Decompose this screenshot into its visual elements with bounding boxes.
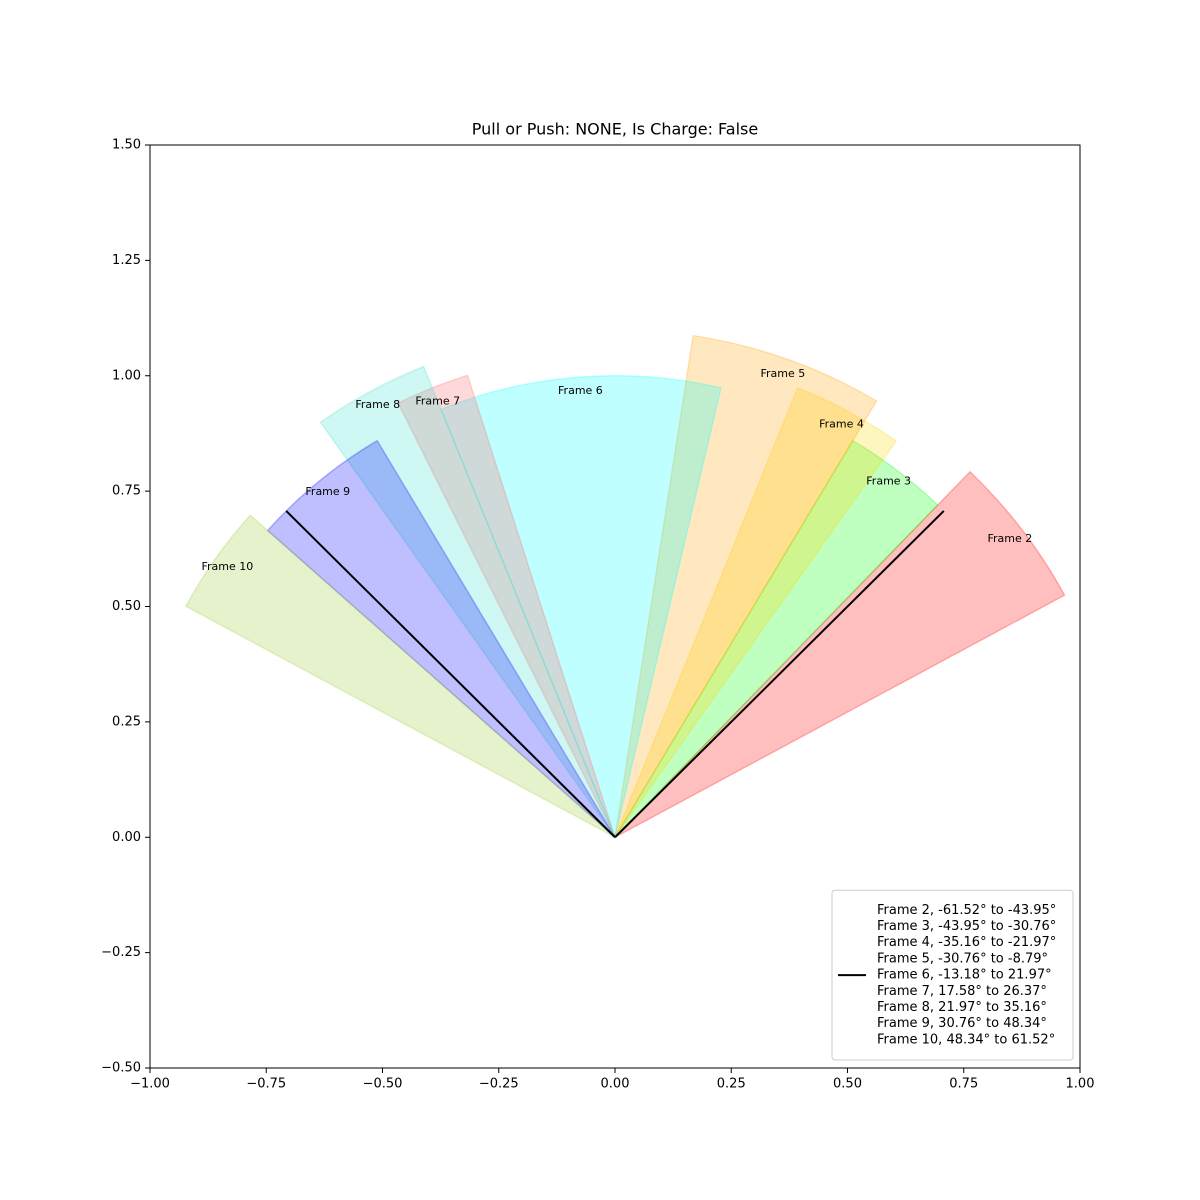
x-tick-label: 0.75 — [949, 1077, 978, 1092]
direction-line — [614, 510, 945, 838]
legend-label: Frame 4, -35.16° to -21.97° — [877, 935, 1056, 950]
legend-label: Frame 9, 30.76° to 48.34° — [877, 1016, 1047, 1031]
wedge-label: Frame 3 — [866, 474, 911, 487]
wedge-label: Frame 9 — [305, 485, 350, 498]
y-tick-label: 1.50 — [112, 138, 141, 153]
x-tick-label: −1.00 — [130, 1077, 170, 1092]
wedge — [440, 375, 722, 840]
legend-label: Frame 6, -13.18° to 21.97° — [877, 968, 1052, 983]
wedge — [614, 386, 898, 838]
wedge — [319, 365, 616, 838]
legend-label: Frame 3, -43.95° to -30.76° — [877, 919, 1056, 934]
x-tick-label: 0.00 — [601, 1077, 630, 1092]
y-tick-label: 0.25 — [112, 714, 141, 729]
wedge — [614, 334, 878, 838]
wedge-label: Frame 4 — [819, 417, 864, 430]
wedge — [614, 470, 1066, 838]
direction-line — [285, 510, 616, 838]
y-tick-label: −0.50 — [101, 1061, 141, 1076]
legend-label: Frame 10, 48.34° to 61.52° — [877, 1032, 1055, 1047]
y-tick-label: 0.75 — [112, 484, 141, 499]
legend-label: Frame 7, 17.58° to 26.37° — [877, 984, 1047, 999]
legend-box — [831, 889, 1074, 1061]
y-tick-label: −0.25 — [101, 945, 141, 960]
legend-label: Frame 5, -30.76° to -8.79° — [877, 951, 1048, 966]
legend-label: Frame 2, -61.52° to -43.95° — [877, 903, 1056, 918]
y-tick-label: 1.00 — [112, 368, 141, 383]
wedge — [397, 374, 616, 838]
wedge — [184, 514, 616, 838]
wedge-label: Frame 5 — [760, 367, 805, 380]
x-tick-label: 0.50 — [833, 1077, 862, 1092]
x-tick-label: −0.75 — [246, 1077, 286, 1092]
x-tick-label: −0.50 — [363, 1077, 403, 1092]
wedge-label: Frame 6 — [558, 384, 603, 397]
wedge — [614, 439, 939, 838]
wedge-label: Frame 2 — [987, 532, 1032, 545]
wedge — [266, 439, 616, 838]
wedge-label: Frame 10 — [201, 560, 253, 573]
wedge-label: Frame 7 — [415, 394, 460, 407]
x-tick-label: −0.25 — [479, 1077, 519, 1092]
legend-label: Frame 8, 21.97° to 35.16° — [877, 1000, 1047, 1015]
chart-title: Pull or Push: NONE, Is Charge: False — [472, 120, 758, 139]
wedge-label: Frame 8 — [355, 398, 400, 411]
y-tick-label: 1.25 — [112, 253, 141, 268]
y-tick-label: 0.50 — [112, 599, 141, 614]
x-tick-label: 1.00 — [1066, 1077, 1095, 1092]
y-tick-label: 0.00 — [112, 830, 141, 845]
x-tick-label: 0.25 — [717, 1077, 746, 1092]
